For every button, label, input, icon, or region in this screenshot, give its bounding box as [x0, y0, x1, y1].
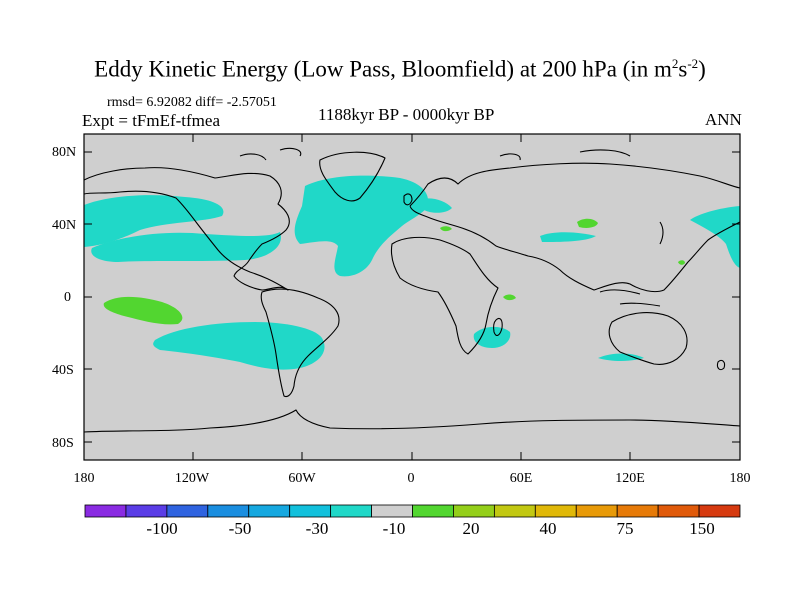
north-pacific-anomaly-west — [84, 195, 224, 247]
coastline-north-america — [83, 167, 290, 291]
tropical-pacific-positive — [103, 296, 183, 325]
colorbar-box — [248, 504, 291, 518]
title-superscript-1: 2 — [671, 56, 679, 71]
y-label-40n: 40N — [52, 218, 77, 233]
colorbar-label-m30: -30 — [305, 519, 329, 538]
y-label-80s: 80S — [52, 436, 74, 451]
colorbar-box — [84, 504, 127, 518]
axis-ticks — [84, 134, 740, 460]
coastline-antarctica — [83, 409, 741, 433]
colorbar-label-m10: -10 — [382, 519, 406, 538]
mediterranean-positive — [440, 226, 452, 232]
colorbar-label-m50: -50 — [228, 519, 252, 538]
colorbar-box — [575, 504, 618, 518]
coastline-japan — [659, 221, 664, 245]
y-label-40s: 40S — [52, 363, 74, 378]
colorbar-box — [166, 504, 209, 518]
plot-title: Eddy Kinetic Energy (Low Pass, Bloomfiel… — [0, 56, 800, 83]
period-label: 1188kyr BP - 0000kyr BP — [318, 105, 495, 124]
x-label-120e: 120E — [615, 471, 645, 486]
colorbar-box — [616, 504, 659, 518]
coastline-south-america — [260, 288, 340, 398]
x-label-180e: 180 — [729, 471, 751, 486]
coastline-british-isles — [403, 193, 413, 206]
colorbar-label-150: 150 — [689, 519, 715, 538]
colorbar-label-m100: -100 — [146, 519, 178, 538]
north-america-anomaly — [91, 232, 281, 262]
colorbar — [84, 504, 741, 518]
north-pacific-anomaly-east-edge — [690, 206, 740, 268]
colorbar-box — [371, 504, 413, 518]
colorbar-box — [534, 504, 577, 518]
title-superscript-2: -2 — [687, 56, 699, 71]
x-label-120w: 120W — [174, 471, 210, 486]
coastline-australia — [608, 312, 688, 365]
title-text: Eddy Kinetic Energy (Low Pass, Bloomfiel… — [94, 56, 672, 82]
australia-south-anomaly — [598, 353, 644, 361]
europe-anomaly — [418, 198, 452, 213]
north-atlantic-anomaly — [294, 175, 429, 277]
x-label-60e: 60E — [509, 471, 533, 486]
east-africa-positive — [503, 294, 516, 301]
coastline-arctic-islands — [239, 147, 631, 161]
colorbar-label-75: 75 — [616, 519, 634, 538]
coastline-indonesia — [599, 289, 661, 307]
title-unit-s: s — [678, 56, 688, 82]
colorbar-box — [412, 504, 454, 518]
title-suffix: ) — [698, 56, 706, 82]
anomaly-fields — [84, 175, 740, 370]
colorbar-box — [657, 504, 700, 518]
colorbar-box — [698, 504, 741, 518]
colorbar-box — [493, 504, 536, 518]
colorbar-label-40: 40 — [539, 519, 557, 538]
coastline-eurasia — [409, 162, 741, 293]
colorbar-label-20: 20 — [462, 519, 480, 538]
west-pacific-positive — [678, 260, 685, 265]
colorbar-box — [330, 504, 372, 518]
colorbar-box — [453, 504, 495, 518]
x-label-180w: 180 — [73, 471, 95, 486]
coastlines — [83, 147, 741, 433]
east-asia-anomaly — [540, 232, 596, 242]
experiment-label: Expt = tFmEf-tfmea — [82, 111, 221, 130]
x-label-0: 0 — [407, 471, 415, 486]
coastline-new-zealand — [716, 359, 726, 371]
y-label-80n: 80N — [52, 145, 77, 160]
rmsd-diff-label: rmsd= 6.92082 diff= -2.57051 — [107, 95, 277, 110]
colorbar-box — [289, 504, 332, 518]
season-label: ANN — [705, 110, 742, 129]
coastline-madagascar — [493, 317, 503, 337]
x-label-60w: 60W — [288, 471, 316, 486]
central-asia-positive — [577, 218, 598, 228]
y-label-0: 0 — [64, 290, 71, 305]
coastline-africa — [390, 236, 499, 355]
south-pacific-anomaly — [153, 322, 325, 370]
colorbar-box — [125, 504, 168, 518]
colorbar-box — [207, 504, 250, 518]
coastline-greenland — [319, 151, 386, 202]
